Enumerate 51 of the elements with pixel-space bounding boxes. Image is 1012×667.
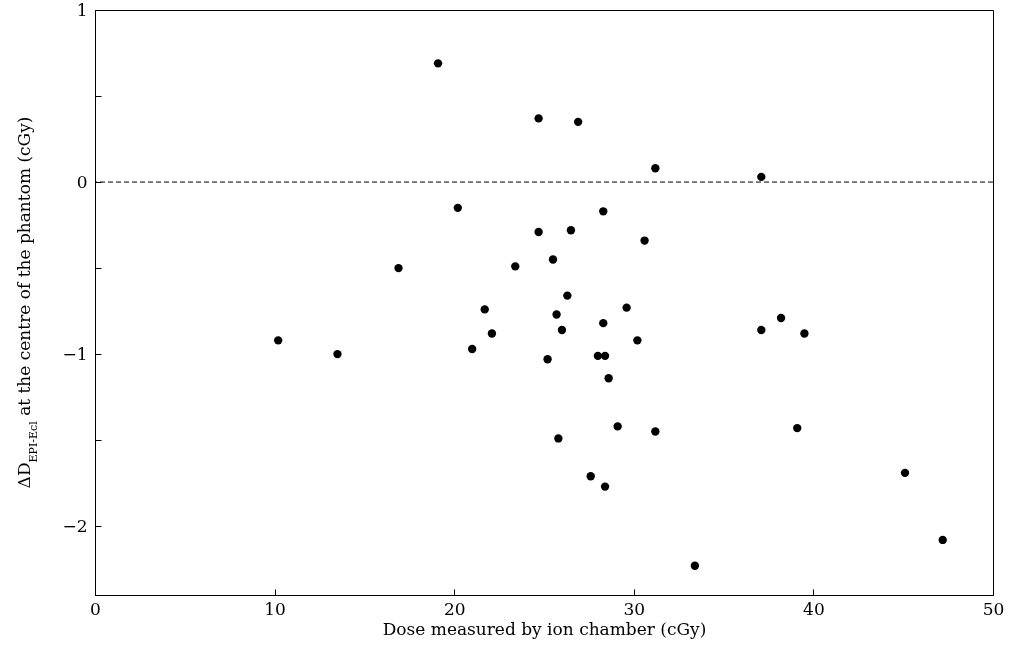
y-tick-label: −2 — [62, 515, 88, 536]
x-axis-title: Dose measured by ion chamber (cGy) — [382, 618, 707, 639]
point — [586, 472, 595, 481]
point — [651, 164, 660, 173]
y-tick-label: 0 — [76, 171, 88, 192]
point — [776, 313, 786, 323]
point — [511, 262, 520, 271]
x-tick-label: 30 — [623, 598, 646, 619]
point — [757, 325, 766, 335]
point — [453, 203, 462, 213]
point — [534, 114, 543, 123]
point — [622, 303, 631, 312]
point — [433, 59, 443, 68]
y-tick-label: 1 — [76, 0, 88, 20]
point — [566, 226, 576, 235]
point — [938, 535, 947, 545]
y-tick-label: −1 — [62, 343, 88, 364]
point — [274, 336, 283, 345]
x-tick-label: 20 — [443, 598, 466, 619]
point — [593, 351, 603, 361]
point — [487, 329, 497, 338]
point — [548, 255, 558, 264]
point — [793, 423, 802, 433]
point — [557, 325, 567, 335]
point — [633, 336, 642, 345]
point — [599, 207, 608, 216]
x-tick-label: 10 — [264, 598, 286, 619]
point — [613, 422, 622, 431]
point — [573, 117, 583, 127]
point — [552, 310, 561, 319]
point — [554, 434, 563, 443]
point — [333, 349, 342, 359]
point — [600, 351, 610, 361]
x-tick-label: 0 — [90, 598, 101, 619]
point — [651, 427, 660, 436]
x-tick-label: 50 — [982, 598, 1005, 619]
point — [757, 172, 766, 182]
point — [690, 561, 700, 570]
point — [467, 344, 477, 354]
x-tick-label: 40 — [803, 598, 825, 619]
point — [800, 329, 809, 338]
point — [640, 236, 649, 245]
point — [480, 305, 489, 314]
point — [600, 482, 610, 491]
point — [604, 374, 613, 383]
point — [543, 355, 552, 364]
point — [599, 318, 608, 328]
point — [563, 291, 572, 300]
point — [900, 468, 910, 478]
point — [534, 227, 543, 237]
point — [394, 263, 403, 273]
